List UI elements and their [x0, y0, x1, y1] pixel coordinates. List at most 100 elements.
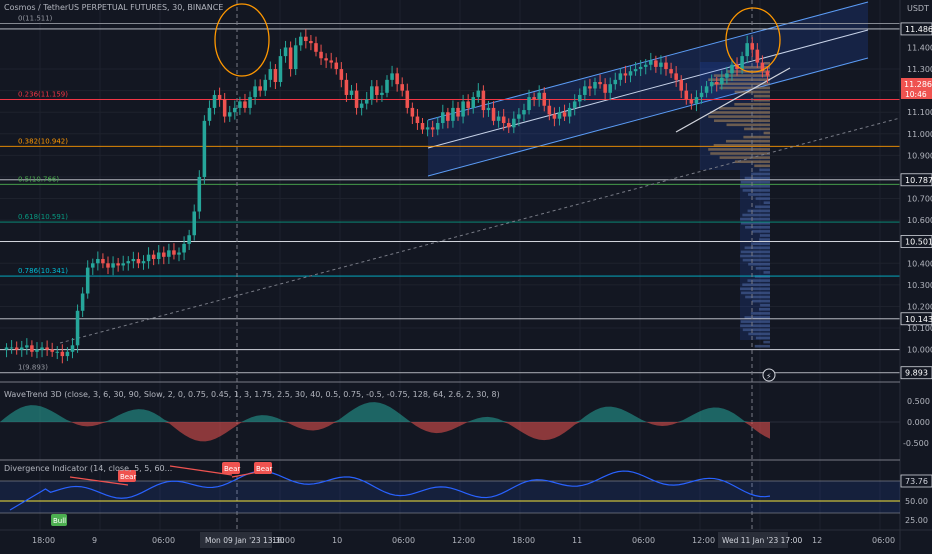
candle-body[interactable]: [65, 351, 70, 357]
candle-body[interactable]: [329, 60, 333, 63]
candle-body[interactable]: [131, 258, 136, 262]
candle-body[interactable]: [608, 84, 612, 93]
candle-body[interactable]: [654, 60, 658, 67]
candle-body[interactable]: [714, 82, 719, 85]
candle-body[interactable]: [319, 51, 323, 59]
candle-body[interactable]: [263, 79, 268, 91]
candle-body[interactable]: [227, 112, 232, 117]
candle-body[interactable]: [101, 258, 105, 264]
regression-channel[interactable]: [427, 1, 869, 177]
candle-body[interactable]: [182, 243, 186, 253]
candle-body[interactable]: [689, 99, 694, 104]
channel-mid-line[interactable]: [427, 29, 869, 149]
candle-body[interactable]: [446, 112, 450, 121]
candle-body[interactable]: [613, 79, 618, 85]
candle-body[interactable]: [273, 69, 278, 83]
channel-upper-line[interactable]: [427, 1, 869, 121]
channel-lower-line[interactable]: [427, 57, 869, 177]
candle-body[interactable]: [75, 310, 80, 346]
candle-body[interactable]: [567, 107, 572, 117]
candle-body[interactable]: [664, 62, 668, 70]
candle-body[interactable]: [501, 116, 506, 124]
candle-body[interactable]: [694, 97, 699, 104]
candle-body[interactable]: [136, 258, 141, 264]
candle-body[interactable]: [55, 351, 60, 353]
candle-body[interactable]: [364, 99, 369, 104]
candle-body[interactable]: [14, 347, 19, 350]
candle-body[interactable]: [486, 107, 491, 111]
candle-body[interactable]: [258, 86, 262, 91]
trend-line-wedge[interactable]: [675, 67, 791, 133]
candle-body[interactable]: [141, 261, 146, 264]
candle-body[interactable]: [233, 107, 237, 113]
candle-body[interactable]: [679, 79, 684, 91]
candle-body[interactable]: [709, 82, 714, 87]
candle-body[interactable]: [506, 123, 511, 128]
candle-body[interactable]: [491, 107, 496, 121]
candle-body[interactable]: [466, 101, 470, 108]
candle-body[interactable]: [593, 82, 597, 89]
candle-body[interactable]: [375, 86, 379, 95]
candle-body[interactable]: [765, 71, 770, 76]
candle-body[interactable]: [187, 235, 191, 244]
candle-body[interactable]: [623, 73, 628, 76]
candle-body[interactable]: [704, 86, 709, 93]
candle-body[interactable]: [532, 97, 536, 100]
candle-body[interactable]: [334, 62, 339, 70]
candle-body[interactable]: [359, 103, 364, 108]
candle-body[interactable]: [633, 69, 638, 72]
candle-body[interactable]: [441, 112, 445, 124]
candle-body[interactable]: [547, 105, 552, 115]
candle-body[interactable]: [669, 69, 673, 74]
candle-body[interactable]: [405, 90, 410, 108]
candle-body[interactable]: [304, 36, 308, 42]
highlight-ellipse-2[interactable]: [725, 7, 781, 73]
candle-body[interactable]: [238, 101, 242, 108]
candle-body[interactable]: [354, 90, 359, 108]
candle-body[interactable]: [481, 90, 486, 111]
trend-line-dashed[interactable]: [59, 117, 901, 344]
candle-body[interactable]: [167, 250, 171, 257]
candle-body[interactable]: [760, 62, 765, 72]
candle-body[interactable]: [410, 107, 415, 117]
candle-body[interactable]: [4, 347, 9, 350]
candles[interactable]: [4, 29, 770, 364]
fib-retracement[interactable]: 0(11.511) 0.236(11.159) 0.382(10.942) 0.5(1…: [0, 15, 900, 374]
candle-body[interactable]: [146, 254, 151, 262]
candle-body[interactable]: [45, 347, 49, 350]
candle-body[interactable]: [80, 293, 85, 311]
candle-body[interactable]: [588, 86, 592, 89]
candle-body[interactable]: [50, 349, 54, 352]
candle-body[interactable]: [177, 252, 181, 255]
candle-body[interactable]: [324, 58, 328, 61]
time-axis[interactable]: 18:00 9 06:00 12:00 18:00 10 06:00 12:00 18:00 11…: [0, 529, 932, 548]
candle-body[interactable]: [207, 107, 212, 121]
candle-body[interactable]: [248, 97, 252, 108]
candle-body[interactable]: [643, 64, 648, 67]
candle-body[interactable]: [527, 97, 531, 111]
candle-body[interactable]: [243, 101, 247, 108]
divergence-pane[interactable]: Bear Bear Bear Bull Divergence Indicator…: [0, 462, 932, 526]
candle-body[interactable]: [126, 261, 131, 264]
candle-body[interactable]: [461, 101, 465, 117]
candle-body[interactable]: [674, 73, 678, 80]
candle-body[interactable]: [628, 71, 633, 76]
candle-body[interactable]: [730, 64, 734, 74]
candle-body[interactable]: [253, 86, 257, 98]
rsi-line[interactable]: [9, 470, 771, 511]
candle-body[interactable]: [156, 252, 161, 259]
candle-body[interactable]: [522, 110, 526, 115]
candle-body[interactable]: [30, 345, 34, 352]
wavetrend-pane[interactable]: WaveTrend 3D (close, 3, 6, 30, 90, Slow,…: [0, 390, 930, 448]
candle-body[interactable]: [385, 79, 389, 93]
candle-body[interactable]: [699, 92, 704, 98]
candle-body[interactable]: [395, 73, 399, 85]
candle-body[interactable]: [344, 79, 349, 95]
candle-body[interactable]: [9, 347, 14, 349]
candle-body[interactable]: [309, 41, 313, 44]
candle-body[interactable]: [202, 120, 207, 177]
candle-body[interactable]: [618, 73, 623, 80]
candle-body[interactable]: [745, 43, 749, 57]
